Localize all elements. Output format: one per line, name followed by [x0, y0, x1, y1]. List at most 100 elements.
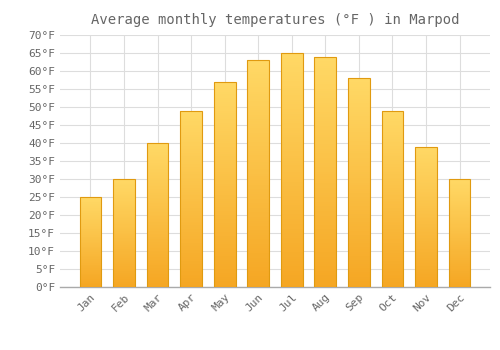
- Bar: [248, 232, 269, 235]
- Bar: [448, 239, 470, 240]
- Bar: [146, 262, 169, 264]
- Bar: [348, 245, 370, 247]
- Bar: [180, 236, 202, 238]
- Bar: [248, 262, 269, 264]
- Bar: [314, 84, 336, 86]
- Bar: [281, 112, 302, 114]
- Bar: [113, 189, 135, 190]
- Bar: [382, 169, 404, 170]
- Bar: [415, 259, 437, 260]
- Bar: [314, 121, 336, 124]
- Bar: [180, 250, 202, 252]
- Bar: [146, 149, 169, 150]
- Bar: [314, 206, 336, 209]
- Bar: [113, 180, 135, 181]
- Bar: [80, 285, 102, 286]
- Bar: [146, 166, 169, 168]
- Bar: [180, 141, 202, 142]
- Bar: [248, 224, 269, 226]
- Bar: [382, 284, 404, 285]
- Bar: [248, 99, 269, 101]
- Bar: [180, 275, 202, 276]
- Bar: [146, 232, 169, 234]
- Bar: [415, 283, 437, 284]
- Bar: [382, 248, 404, 250]
- Bar: [113, 215, 135, 216]
- Bar: [248, 178, 269, 180]
- Bar: [80, 278, 102, 279]
- Bar: [281, 187, 302, 189]
- Bar: [281, 273, 302, 275]
- Bar: [113, 276, 135, 277]
- Bar: [80, 208, 102, 209]
- Bar: [80, 243, 102, 244]
- Bar: [180, 211, 202, 213]
- Bar: [448, 221, 470, 222]
- Bar: [180, 158, 202, 160]
- Bar: [382, 227, 404, 229]
- Bar: [314, 103, 336, 105]
- Bar: [180, 185, 202, 187]
- Bar: [214, 203, 236, 205]
- Bar: [180, 134, 202, 135]
- Bar: [281, 222, 302, 224]
- Bar: [80, 206, 102, 207]
- Bar: [448, 229, 470, 230]
- Bar: [248, 189, 269, 192]
- Bar: [113, 192, 135, 193]
- Bar: [314, 246, 336, 248]
- Bar: [415, 228, 437, 230]
- Bar: [248, 215, 269, 217]
- Bar: [415, 151, 437, 152]
- Bar: [382, 167, 404, 169]
- Bar: [146, 237, 169, 238]
- Bar: [180, 260, 202, 262]
- Bar: [180, 135, 202, 137]
- Bar: [80, 230, 102, 231]
- Bar: [180, 224, 202, 225]
- Bar: [180, 271, 202, 273]
- Bar: [113, 212, 135, 214]
- Bar: [448, 284, 470, 285]
- Bar: [415, 191, 437, 193]
- Bar: [382, 260, 404, 262]
- Bar: [146, 284, 169, 286]
- Bar: [348, 279, 370, 281]
- Bar: [448, 183, 470, 184]
- Bar: [248, 80, 269, 83]
- Bar: [314, 209, 336, 211]
- Bar: [382, 158, 404, 160]
- Bar: [80, 250, 102, 251]
- Bar: [382, 125, 404, 126]
- Bar: [113, 260, 135, 261]
- Bar: [314, 186, 336, 188]
- Bar: [314, 229, 336, 232]
- Bar: [348, 181, 370, 183]
- Bar: [146, 147, 169, 149]
- Bar: [214, 135, 236, 137]
- Bar: [348, 218, 370, 220]
- Bar: [281, 215, 302, 217]
- Bar: [214, 199, 236, 201]
- Bar: [80, 236, 102, 237]
- Bar: [281, 79, 302, 81]
- Bar: [180, 149, 202, 151]
- Bar: [281, 105, 302, 107]
- Bar: [415, 284, 437, 286]
- Bar: [80, 220, 102, 221]
- Bar: [448, 206, 470, 207]
- Bar: [281, 254, 302, 257]
- Bar: [146, 257, 169, 258]
- Bar: [113, 264, 135, 265]
- Bar: [80, 247, 102, 248]
- Bar: [146, 172, 169, 173]
- Bar: [348, 164, 370, 166]
- Bar: [146, 203, 169, 205]
- Bar: [348, 91, 370, 93]
- Bar: [382, 246, 404, 248]
- Bar: [415, 245, 437, 246]
- Bar: [214, 152, 236, 154]
- Bar: [281, 201, 302, 203]
- Bar: [214, 108, 236, 111]
- Bar: [382, 280, 404, 282]
